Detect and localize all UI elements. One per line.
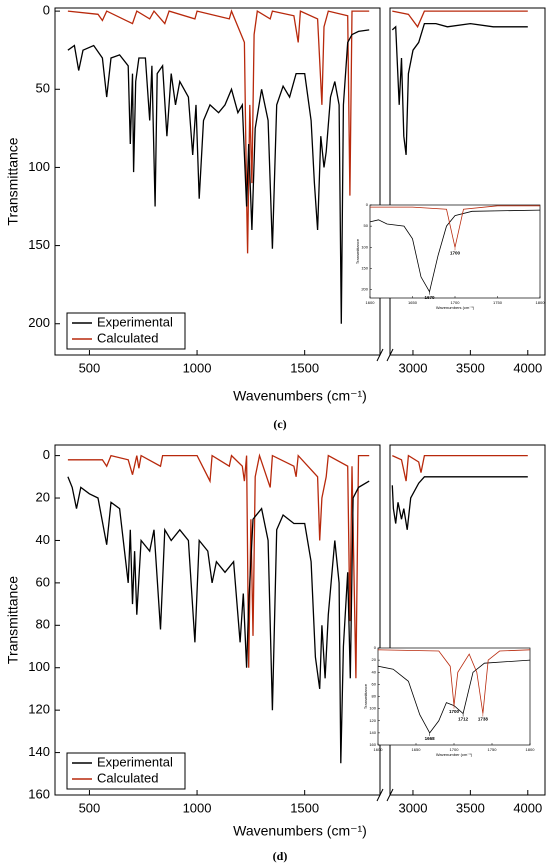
inset-x-label: Wavenumber (cm⁻¹) <box>436 752 473 757</box>
x-tick-label: 4000 <box>513 800 542 815</box>
inset-spectrum-line <box>377 649 531 714</box>
spectrum-line <box>67 476 528 764</box>
x-tick-label: 3000 <box>399 800 428 815</box>
panel-label: (c) <box>273 417 286 431</box>
y-tick-label: 50 <box>36 81 50 96</box>
inset-y-tick-label: 0 <box>374 645 377 650</box>
spectrum-line <box>67 22 528 324</box>
inset-x-label: Wavenumbers (cm⁻¹) <box>436 305 475 310</box>
inset-y-tick-label: 150 <box>361 265 368 270</box>
peak-label: 1668 <box>425 736 436 741</box>
inset-x-tick-label: 1600 <box>366 300 376 305</box>
legend-label: Experimental <box>97 754 173 769</box>
inset-x-tick-label: 1700 <box>450 747 460 752</box>
y-tick-label: 0 <box>43 447 50 462</box>
legend-label: Calculated <box>97 330 158 345</box>
x-tick-label: 3000 <box>399 360 428 375</box>
y-axis-label: Transmittance <box>5 137 21 225</box>
panel-label: (d) <box>273 849 288 863</box>
y-tick-label: 150 <box>28 237 50 252</box>
x-axis-label: Wavenumbers (cm⁻¹) <box>233 388 367 404</box>
inset-y-tick-label: 50 <box>364 223 369 228</box>
inset-y-tick-label: 0 <box>366 202 369 207</box>
inset-y-tick-label: 100 <box>361 244 368 249</box>
x-tick-label: 3500 <box>456 800 485 815</box>
inset-x-tick-label: 1750 <box>488 747 498 752</box>
inset-x-tick-label: 1800 <box>526 747 536 752</box>
inset-y-tick-label: 200 <box>361 287 368 292</box>
x-tick-label: 1500 <box>290 360 319 375</box>
x-tick-label: 1000 <box>183 800 212 815</box>
y-tick-label: 0 <box>43 3 50 18</box>
x-tick-label: 500 <box>79 800 101 815</box>
plot-frame <box>54 444 381 796</box>
x-axis-label: Wavenumbers (cm⁻¹) <box>233 823 367 839</box>
inset-y-tick-label: 120 <box>369 718 376 723</box>
peak-label: 1712 <box>458 717 469 722</box>
axis-break <box>376 348 394 362</box>
x-tick-label: 3500 <box>456 360 485 375</box>
legend-box <box>66 752 186 790</box>
inset-x-tick-label: 1600 <box>374 747 384 752</box>
inset-y-tick-label: 60 <box>372 681 377 686</box>
legend-box <box>66 312 186 350</box>
legend-label: Calculated <box>97 770 158 785</box>
inset-y-tick-label: 140 <box>369 730 376 735</box>
inset-y-tick-label: 40 <box>372 669 377 674</box>
peak-label: 1700 <box>449 709 460 714</box>
inset-y-tick-label: 100 <box>369 706 376 711</box>
y-axis-label: Transmittance <box>5 576 21 664</box>
inset-x-tick-label: 1750 <box>493 300 503 305</box>
inset-frame <box>377 647 531 746</box>
inset-spectrum-line <box>377 659 531 734</box>
inset-x-tick-label: 1650 <box>408 300 418 305</box>
spectrum-line <box>67 453 528 679</box>
x-tick-label: 500 <box>79 360 101 375</box>
peak-label: 1738 <box>478 717 489 722</box>
spectrum-line <box>67 9 528 254</box>
inset-y-tick-label: 20 <box>372 657 377 662</box>
y-tick-label: 40 <box>36 532 50 547</box>
y-tick-label: 200 <box>28 315 50 330</box>
axis-break <box>376 788 394 802</box>
inset-y-tick-label: 160 <box>369 742 376 747</box>
y-tick-label: 120 <box>28 702 50 717</box>
y-tick-label: 100 <box>28 659 50 674</box>
inset-x-tick-label: 1650 <box>412 747 422 752</box>
inset-x-tick-label: 1800 <box>536 300 546 305</box>
x-tick-label: 1500 <box>290 800 319 815</box>
plot-frame <box>389 7 546 356</box>
legend-label: Experimental <box>97 314 173 329</box>
y-tick-label: 20 <box>36 489 50 504</box>
inset-y-label: Transmittance <box>363 683 368 709</box>
y-tick-label: 140 <box>28 744 50 759</box>
y-tick-label: 80 <box>36 617 50 632</box>
y-tick-label: 160 <box>28 786 50 801</box>
x-tick-label: 4000 <box>513 360 542 375</box>
plot-frame <box>389 444 546 796</box>
plot-frame <box>54 7 381 356</box>
inset-frame <box>369 204 541 299</box>
peak-label: 1670 <box>424 295 435 300</box>
x-tick-label: 1000 <box>183 360 212 375</box>
inset-y-tick-label: 80 <box>372 694 377 699</box>
inset-spectrum-line <box>369 209 541 293</box>
y-tick-label: 60 <box>36 574 50 589</box>
inset-x-tick-label: 1700 <box>451 300 461 305</box>
inset-y-label: Transmittance <box>355 238 360 264</box>
y-tick-label: 100 <box>28 159 50 174</box>
peak-label: 1700 <box>450 250 461 255</box>
